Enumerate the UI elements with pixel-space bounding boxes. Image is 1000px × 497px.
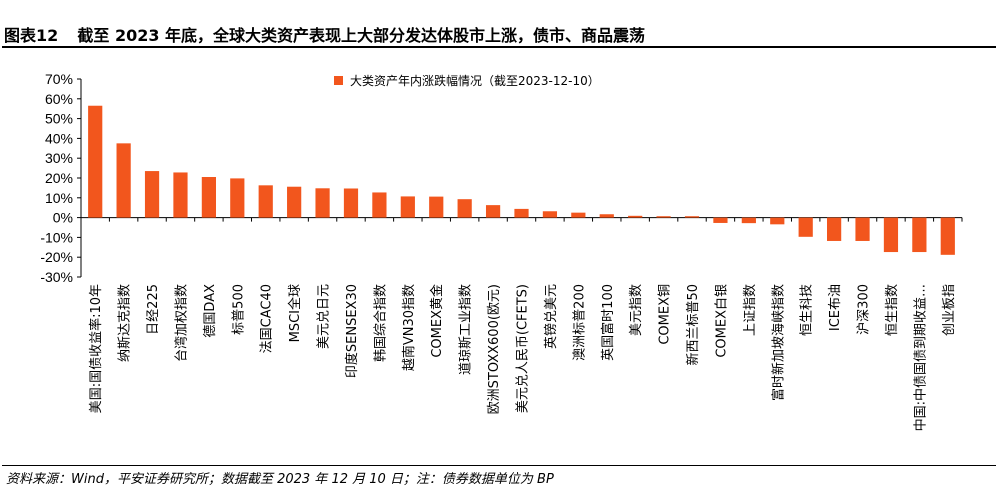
y-tick-label: -10%	[40, 229, 73, 245]
x-tick-label: 沪深300	[856, 284, 872, 335]
bar	[116, 143, 131, 218]
y-tick-label: 30%	[45, 150, 73, 166]
legend-label: 大类资产年内涨跌幅情况（截至2023-12-10）	[350, 73, 600, 88]
bar	[287, 186, 302, 218]
y-axis: 70% 60% 50% 40% 30% 20% 10% 0% -10% -20% -30%	[40, 71, 82, 285]
x-tick-label: 中国:中债国债到期收益…	[913, 284, 928, 431]
x-tick-label: MSCI全球	[287, 284, 303, 342]
bar	[343, 188, 359, 218]
bar	[88, 105, 103, 218]
bar	[542, 211, 558, 218]
bar	[912, 217, 927, 253]
x-tick-label: COMEX白银	[713, 284, 729, 358]
x-tick-label: 法国CAC40	[260, 284, 275, 353]
x-tick-label: 恒生科技	[800, 284, 815, 336]
figure-label: 图表12	[4, 26, 59, 45]
x-tick-label: 欧洲STOXX600(欧元)	[487, 284, 502, 414]
bar	[571, 212, 586, 218]
bar	[883, 217, 899, 253]
x-tick-label: 美国:国债收益率:10年	[88, 284, 104, 413]
y-tick-label: -30%	[40, 269, 73, 285]
x-tick-label: 韩国综合指数	[373, 284, 388, 362]
bar	[514, 208, 529, 218]
bar	[770, 217, 785, 225]
bar	[144, 171, 160, 218]
bar	[684, 216, 700, 218]
x-tick-label: 越南VN30指数	[401, 284, 417, 371]
bar	[230, 178, 245, 218]
bar	[173, 172, 188, 218]
x-tick-label: 美元兑日元	[317, 284, 332, 349]
bar	[315, 188, 330, 218]
x-tick-label: 美元指数	[629, 284, 644, 336]
x-tick-label: 澳洲标普200	[571, 284, 587, 361]
bar	[940, 217, 955, 255]
figure-title: 截至 2023 年底，全球大类资产表现上大部分发达体股市上涨，债市、商品震荡	[77, 26, 646, 45]
x-tick-label: 恒生指数	[885, 284, 900, 336]
legend-swatch	[334, 76, 343, 85]
x-tick-label: 台湾加权指数	[173, 284, 189, 362]
y-tick-label: 50%	[45, 111, 73, 127]
x-tick-label: COMEX铜	[658, 284, 673, 345]
x-tick-label: 标普500	[231, 284, 246, 335]
bar	[855, 217, 870, 241]
x-tick-label: 美元兑人民币(CFETS)	[516, 284, 531, 413]
bar	[628, 215, 643, 218]
bar	[656, 216, 671, 218]
x-tick-label: COMEX黄金	[429, 284, 445, 358]
chart-legend: 大类资产年内涨跌幅情况（截至2023-12-10）	[334, 73, 600, 88]
y-tick-label: -20%	[40, 249, 73, 265]
x-tick-label: 新西兰标普50	[685, 284, 701, 366]
y-tick-label: 20%	[45, 170, 73, 186]
x-tick-label: 创业板指	[942, 284, 957, 336]
bar	[599, 214, 614, 218]
y-tick-label: 40%	[45, 130, 73, 146]
bar	[827, 217, 842, 241]
x-tick-labels: 美国:国债收益率:10年 纳斯达克指数 日经225 台湾加权指数 德国DAX 标普500 法…	[88, 284, 957, 431]
figure-header: 图表12 截至 2023 年底，全球大类资产表现上大部分发达体股市上涨，债市、商…	[4, 22, 996, 50]
x-tick-label: 德国DAX	[203, 284, 218, 338]
header-rule	[2, 46, 996, 48]
bar	[201, 177, 216, 218]
bar	[713, 217, 728, 223]
x-tick-label: ICE布油	[828, 284, 843, 331]
x-tick-label: 英国富时100	[600, 284, 616, 361]
x-tick-label: 纳斯达克指数	[118, 284, 133, 362]
bar	[258, 185, 273, 218]
bar	[798, 217, 813, 237]
bar	[429, 196, 444, 218]
y-tick-label: 0%	[53, 210, 73, 226]
x-tick-label: 富时新加坡海峡指数	[770, 284, 786, 401]
x-tick-label: 印度SENSEX30	[344, 284, 360, 378]
footer-rule	[2, 465, 996, 466]
x-tick-label: 日经225	[146, 284, 161, 335]
bar	[457, 199, 472, 218]
bar	[485, 205, 501, 218]
bar	[741, 217, 756, 224]
bar	[372, 192, 387, 218]
bars	[88, 105, 955, 255]
y-tick-label: 70%	[45, 71, 73, 87]
x-tick-label: 英镑兑美元	[543, 284, 559, 349]
bar	[400, 196, 415, 218]
x-tick-label: 上证指数	[743, 284, 758, 336]
source-note: 资料来源：Wind，平安证券研究所；数据截至 2023 年 12 月 10 日；…	[6, 472, 554, 487]
y-tick-label: 10%	[45, 190, 73, 206]
y-tick-label: 60%	[45, 91, 73, 107]
x-tick-label: 道琼斯工业指数	[459, 284, 474, 375]
